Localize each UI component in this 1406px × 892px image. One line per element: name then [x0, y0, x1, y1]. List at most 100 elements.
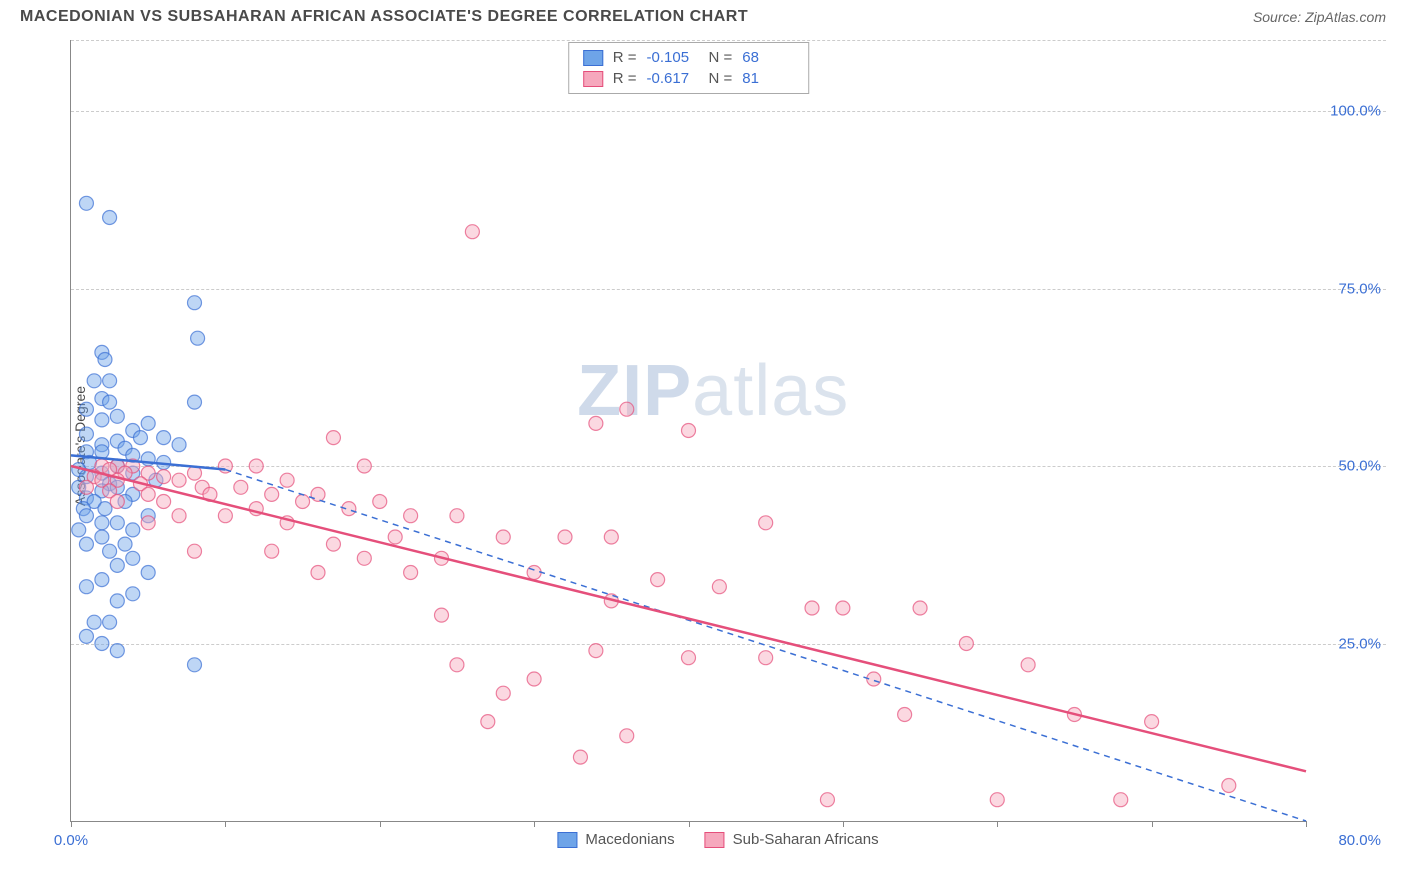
data-point [79, 509, 93, 523]
y-tick-label: 100.0% [1330, 103, 1381, 120]
data-point [404, 566, 418, 580]
n-value: 81 [742, 70, 794, 87]
legend: Macedonians Sub-Saharan Africans [557, 831, 878, 848]
data-point [759, 516, 773, 530]
data-point [357, 551, 371, 565]
data-point [898, 708, 912, 722]
x-tick [71, 821, 72, 827]
x-tick-label-max: 80.0% [1338, 832, 1381, 849]
data-point [110, 558, 124, 572]
data-point [326, 431, 340, 445]
data-point [913, 601, 927, 615]
data-point [604, 530, 618, 544]
data-point [157, 470, 171, 484]
data-point [103, 544, 117, 558]
x-tick [225, 821, 226, 827]
legend-label: Macedonians [585, 831, 674, 848]
data-point [87, 374, 101, 388]
data-point [141, 487, 155, 501]
data-point [388, 530, 402, 544]
r-label: R = [613, 49, 637, 66]
data-point [172, 438, 186, 452]
data-point [79, 580, 93, 594]
stats-row: R =-0.105N =68 [583, 47, 795, 68]
data-point [141, 516, 155, 530]
series-swatch [583, 71, 603, 87]
legend-label: Sub-Saharan Africans [733, 831, 879, 848]
data-point [218, 509, 232, 523]
data-point [191, 331, 205, 345]
trend-line [71, 466, 1306, 771]
data-point [265, 487, 279, 501]
data-point [103, 395, 117, 409]
data-point [188, 544, 202, 558]
legend-item: Sub-Saharan Africans [705, 831, 879, 848]
data-point [682, 424, 696, 438]
x-tick [380, 821, 381, 827]
data-point [620, 402, 634, 416]
data-point [481, 715, 495, 729]
data-point [558, 530, 572, 544]
data-point [373, 495, 387, 509]
data-point [759, 651, 773, 665]
data-point [95, 413, 109, 427]
data-point [450, 658, 464, 672]
n-label: N = [709, 49, 733, 66]
y-tick-label: 75.0% [1338, 280, 1381, 297]
data-point [589, 644, 603, 658]
data-point [959, 637, 973, 651]
x-tick [1306, 821, 1307, 827]
n-label: N = [709, 70, 733, 87]
x-tick [689, 821, 690, 827]
y-tick-label: 50.0% [1338, 458, 1381, 475]
data-point [296, 495, 310, 509]
data-point [573, 750, 587, 764]
data-point [79, 480, 93, 494]
data-point [110, 409, 124, 423]
source-attribution: Source: ZipAtlas.com [1253, 9, 1386, 25]
data-point [95, 637, 109, 651]
data-point [404, 509, 418, 523]
data-point [188, 658, 202, 672]
correlation-stats-box: R =-0.105N =68R =-0.617N =81 [568, 42, 810, 94]
x-tick [534, 821, 535, 827]
data-point [188, 296, 202, 310]
chart-title: MACEDONIAN VS SUBSAHARAN AFRICAN ASSOCIA… [20, 8, 748, 26]
data-point [141, 566, 155, 580]
data-point [651, 573, 665, 587]
data-point [620, 729, 634, 743]
data-point [110, 594, 124, 608]
data-point [249, 459, 263, 473]
data-point [118, 537, 132, 551]
legend-swatch [705, 832, 725, 848]
data-point [79, 537, 93, 551]
data-point [805, 601, 819, 615]
stats-row: R =-0.617N =81 [583, 68, 795, 89]
data-point [820, 793, 834, 807]
data-point [712, 580, 726, 594]
data-point [172, 509, 186, 523]
data-point [98, 502, 112, 516]
r-value: -0.105 [647, 49, 699, 66]
data-point [465, 225, 479, 239]
data-point [435, 608, 449, 622]
data-point [450, 509, 464, 523]
data-point [141, 416, 155, 430]
data-point [280, 473, 294, 487]
data-point [311, 487, 325, 501]
series-swatch [583, 50, 603, 66]
data-point [98, 353, 112, 367]
data-point [1114, 793, 1128, 807]
data-point [682, 651, 696, 665]
data-point [95, 516, 109, 530]
data-point [103, 615, 117, 629]
legend-item: Macedonians [557, 831, 674, 848]
x-tick [1152, 821, 1153, 827]
data-point [357, 459, 371, 473]
data-point [265, 544, 279, 558]
data-point [527, 672, 541, 686]
data-point [234, 480, 248, 494]
data-point [990, 793, 1004, 807]
data-point [95, 530, 109, 544]
legend-swatch [557, 832, 577, 848]
